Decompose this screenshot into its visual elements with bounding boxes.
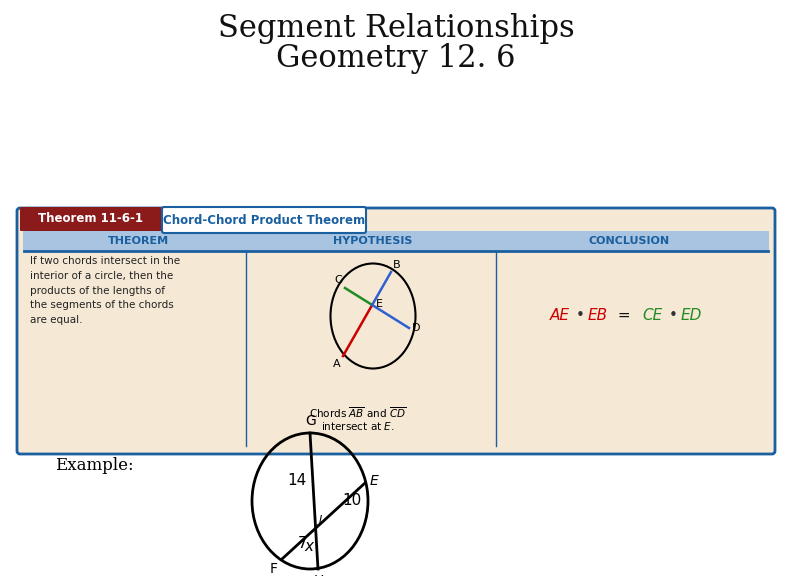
Text: •: • — [576, 309, 584, 324]
Text: CE: CE — [642, 309, 663, 324]
Text: 14: 14 — [287, 473, 307, 488]
Text: A: A — [333, 359, 341, 369]
Text: =: = — [614, 309, 636, 324]
Text: EB: EB — [588, 309, 607, 324]
Text: Geometry 12. 6: Geometry 12. 6 — [276, 43, 516, 74]
Text: If two chords intersect in the
interior of a circle, then the
products of the le: If two chords intersect in the interior … — [30, 256, 180, 325]
Text: C: C — [334, 275, 342, 285]
Text: 10: 10 — [343, 493, 362, 508]
Text: H: H — [314, 574, 324, 576]
Text: Example:: Example: — [55, 457, 134, 475]
Text: D: D — [412, 323, 421, 333]
FancyBboxPatch shape — [162, 207, 366, 233]
Text: ED: ED — [680, 309, 702, 324]
Text: B: B — [393, 260, 401, 270]
Text: HYPOTHESIS: HYPOTHESIS — [333, 236, 413, 246]
Text: x: x — [304, 539, 314, 554]
Text: E: E — [376, 299, 383, 309]
FancyBboxPatch shape — [17, 208, 775, 454]
Text: Chord-Chord Product Theorem: Chord-Chord Product Theorem — [163, 214, 365, 226]
Text: F: F — [270, 562, 278, 576]
Text: •: • — [669, 309, 678, 324]
Text: THEOREM: THEOREM — [108, 236, 169, 246]
Text: J: J — [318, 516, 322, 525]
FancyBboxPatch shape — [20, 207, 162, 231]
Text: AE: AE — [550, 309, 569, 324]
Text: Segment Relationships: Segment Relationships — [218, 13, 574, 44]
Text: Chords $\overline{AB}$ and $\overline{CD}$: Chords $\overline{AB}$ and $\overline{CD… — [310, 406, 406, 420]
Text: Theorem 11-6-1: Theorem 11-6-1 — [39, 213, 143, 225]
Text: 7: 7 — [298, 536, 307, 551]
Text: CONCLUSION: CONCLUSION — [588, 236, 669, 246]
Text: E: E — [370, 474, 379, 488]
FancyBboxPatch shape — [23, 231, 769, 251]
Text: G: G — [306, 414, 316, 428]
Text: intersect at $E$.: intersect at $E$. — [322, 420, 394, 432]
